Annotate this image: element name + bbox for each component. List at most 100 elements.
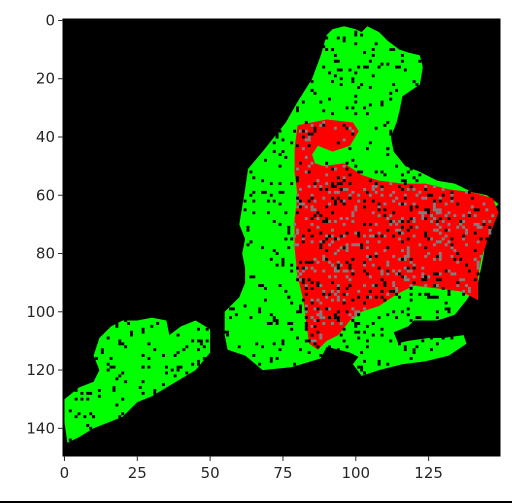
gap-pixel: [141, 327, 145, 331]
gap-pixel: [371, 333, 375, 337]
gap-pixel: [403, 345, 407, 349]
gray-speckle: [325, 173, 329, 177]
gap-pixel: [223, 330, 227, 334]
gap-pixel: [342, 36, 346, 40]
gap-pixel: [363, 65, 366, 69]
gray-speckle: [339, 263, 343, 267]
gap-pixel: [298, 348, 302, 352]
gap-pixel: [386, 246, 390, 250]
gray-speckle: [380, 272, 384, 276]
gray-speckle: [447, 240, 451, 244]
gray-speckle: [398, 228, 401, 232]
gray-speckle: [479, 254, 483, 258]
gap-pixel: [237, 345, 241, 349]
gray-speckle: [438, 252, 442, 255]
gap-pixel: [109, 356, 113, 360]
gap-pixel: [301, 298, 305, 302]
gap-pixel: [345, 106, 349, 110]
gap-pixel: [406, 170, 410, 174]
gap-pixel: [124, 380, 128, 384]
gray-speckle: [345, 269, 349, 273]
gap-pixel: [435, 278, 439, 282]
gap-pixel: [197, 359, 200, 363]
gap-pixel: [435, 254, 439, 258]
gray-speckle: [398, 220, 401, 223]
gap-pixel: [333, 313, 337, 317]
gray-speckle: [380, 187, 384, 191]
gap-pixel: [371, 48, 375, 52]
gray-speckle: [430, 214, 433, 218]
gray-speckle: [293, 234, 297, 238]
gap-pixel: [336, 176, 340, 180]
gap-pixel: [322, 240, 326, 244]
gap-pixel: [310, 301, 314, 305]
gap-pixel: [365, 339, 369, 343]
gray-speckle: [319, 284, 323, 288]
gap-pixel: [380, 103, 384, 107]
gray-speckle: [304, 217, 308, 221]
gap-pixel: [325, 249, 329, 253]
gap-pixel: [409, 356, 413, 360]
gray-speckle: [298, 278, 302, 282]
gray-speckle: [325, 234, 329, 238]
gray-speckle: [319, 316, 323, 320]
gap-pixel: [249, 170, 253, 174]
gap-pixel: [290, 301, 294, 305]
gap-pixel: [162, 383, 165, 387]
y-tick-label: 40: [36, 128, 55, 146]
gap-pixel: [325, 307, 329, 311]
gap-pixel: [392, 234, 396, 238]
gap-pixel: [400, 240, 404, 244]
gap-pixel: [430, 193, 433, 197]
gap-pixel: [322, 109, 326, 113]
gap-pixel: [307, 199, 311, 203]
gap-pixel: [141, 391, 145, 395]
gray-speckle: [313, 307, 317, 311]
gray-speckle: [386, 260, 390, 264]
gap-pixel: [287, 246, 291, 250]
gray-speckle: [406, 187, 410, 191]
y-tick-label: 140: [26, 419, 55, 437]
gap-pixel: [371, 321, 375, 325]
gap-pixel: [360, 170, 364, 174]
gap-pixel: [310, 260, 314, 264]
gap-pixel: [252, 211, 256, 215]
gray-speckle: [345, 243, 349, 247]
gray-speckle: [336, 190, 340, 194]
gap-pixel: [368, 179, 372, 183]
gray-speckle: [453, 214, 457, 218]
gray-speckle: [339, 321, 343, 325]
gray-speckle: [322, 289, 326, 293]
gap-pixel: [252, 176, 256, 180]
gap-pixel: [386, 62, 390, 66]
gap-pixel: [229, 316, 232, 320]
gray-speckle: [453, 249, 457, 253]
gray-speckle: [363, 263, 366, 267]
gray-speckle: [444, 243, 448, 247]
gray-speckle: [368, 228, 372, 232]
gray-speckle: [409, 269, 413, 273]
gray-speckle: [293, 243, 297, 247]
gray-speckle: [395, 228, 399, 232]
gap-pixel: [333, 316, 337, 320]
gray-speckle: [351, 269, 355, 273]
gap-pixel: [97, 388, 101, 392]
gap-pixel: [336, 310, 340, 314]
gap-pixel: [325, 36, 329, 40]
gap-pixel: [89, 412, 93, 416]
gap-pixel: [380, 185, 384, 188]
gray-speckle: [438, 254, 442, 258]
gap-pixel: [336, 266, 340, 270]
gray-speckle: [331, 228, 334, 232]
gap-pixel: [345, 287, 349, 290]
gap-pixel: [348, 147, 352, 151]
gap-pixel: [261, 190, 265, 194]
gap-pixel: [331, 196, 334, 200]
gap-pixel: [197, 348, 200, 352]
gap-pixel: [450, 190, 454, 194]
gap-pixel: [331, 80, 334, 84]
gray-speckle: [482, 202, 486, 206]
x-tick-label: 50: [201, 464, 220, 482]
gap-pixel: [351, 319, 355, 322]
gray-speckle: [424, 254, 428, 258]
